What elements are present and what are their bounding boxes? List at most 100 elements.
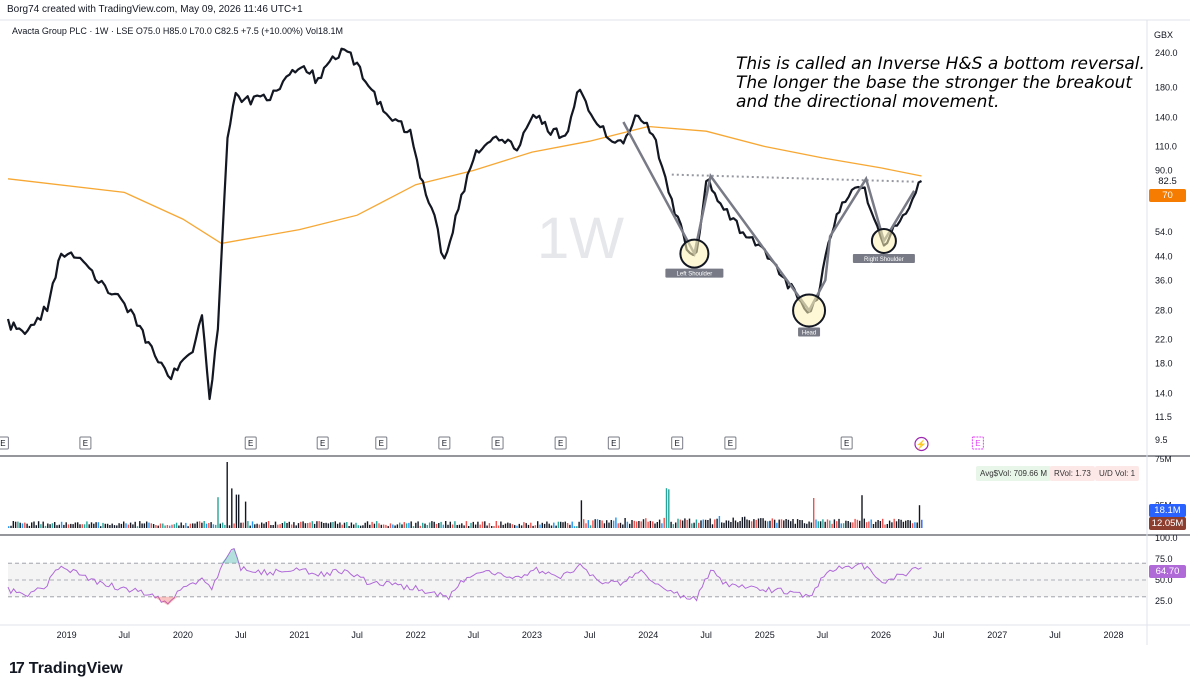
time-tick-label: 2019 [57, 630, 77, 640]
volume-bar [900, 519, 902, 528]
volume-bar [491, 526, 493, 528]
price-axis[interactable]: 240.0 180.0 140.0 110.0 90.0 54.0 44.0 36.0 28.0… [1155, 48, 1178, 445]
volume-average-tag: 12.05M [1149, 517, 1186, 530]
volume-bar [116, 525, 118, 528]
volume-bar [592, 520, 594, 528]
volume-bar [221, 522, 224, 528]
pattern-label: Head [802, 330, 816, 336]
time-tick-label: Jul [817, 630, 829, 640]
volume-bar [224, 524, 226, 528]
volume-bar [668, 489, 670, 528]
currency-label[interactable]: GBX [1154, 30, 1174, 40]
volume-bar [750, 521, 753, 528]
volume-bar [817, 521, 819, 528]
volume-bar [233, 523, 235, 528]
dividend-icon [914, 436, 929, 452]
volume-bar [408, 522, 410, 528]
volume-bar [35, 525, 37, 528]
volume-pane[interactable]: 75M25M [8, 454, 1172, 528]
volume-bar [192, 523, 194, 528]
volume-bar [42, 521, 44, 528]
volume-bar [484, 521, 486, 528]
volume-bar [281, 523, 284, 528]
volume-bar [359, 525, 362, 528]
volume-bar [369, 524, 371, 528]
volume-bar [537, 521, 539, 528]
volume-bar [734, 520, 737, 528]
earnings-icon [607, 436, 620, 450]
volume-bar [470, 522, 472, 528]
volume-bar [564, 521, 566, 528]
time-tick-label: 2023 [522, 630, 542, 640]
volume-bar [77, 522, 79, 528]
rsi-line [7, 548, 922, 605]
volume-bar [895, 521, 898, 528]
volume-bar [300, 521, 302, 528]
volume-bar [371, 521, 373, 528]
volume-bar [886, 524, 888, 528]
volume-bar [316, 521, 318, 528]
earnings-icon [0, 436, 9, 450]
volume-bar [139, 521, 141, 528]
volume-bar [392, 524, 394, 528]
volume-bar [523, 522, 525, 528]
time-tick-label: Jul [235, 630, 247, 640]
volume-bar [865, 522, 868, 528]
price-tick-label: 180.0 [1155, 82, 1178, 92]
volume-bar [67, 524, 70, 528]
volume-bar [249, 525, 251, 528]
volume-bar [435, 523, 438, 528]
volume-bar [364, 522, 366, 528]
time-tick-label: Jul [351, 630, 363, 640]
relative-volume-stat: RVol: 1.73 [1050, 466, 1095, 481]
volume-bar [790, 521, 792, 528]
pattern-label: Left Shoulder [677, 272, 713, 278]
volume-bar [129, 522, 132, 528]
time-axis[interactable]: 2019 Jul 2020 Jul 2021 Jul 2022 Jul 2023 Jul 2024 J… [57, 630, 1124, 640]
volume-bar [330, 522, 332, 528]
chart-credit: Borg74 created with TradingView.com, May… [7, 4, 303, 15]
volume-bar [150, 523, 152, 528]
volume-bar [587, 520, 589, 528]
volume-bar [746, 519, 748, 528]
volume-bar [534, 525, 537, 528]
volume-bar [472, 521, 474, 528]
price-bars[interactable] [6, 47, 923, 401]
volume-bar [824, 521, 826, 528]
volume-bar [806, 523, 808, 528]
volume-bar [737, 522, 739, 528]
inverse-head-shoulders-pattern[interactable]: Left Shoulder Head Right Shoulder [622, 121, 916, 337]
volume-bar [212, 524, 215, 528]
volume-bar [606, 520, 608, 528]
volume-bar [123, 521, 125, 528]
earnings-markers[interactable]: E E E E E E E E E E E E ⚡ E [0, 436, 984, 452]
earnings-icon [438, 436, 451, 450]
tradingview-branding[interactable]: 17 TradingView [9, 660, 123, 678]
volume-bar [332, 522, 334, 528]
earnings-icon [671, 436, 684, 450]
up-down-volume-stat: U/D Vol: 1 [1095, 466, 1140, 481]
earnings-icon [316, 436, 329, 450]
future-earnings-icon-letter: E [975, 439, 980, 448]
symbol-legend[interactable]: Avacta Group PLC · 1W · LSE O75.0 H85.0 … [12, 26, 344, 36]
volume-bar [37, 521, 40, 528]
volume-bar [389, 523, 392, 528]
chart-annotation-text[interactable]: This is called an Inverse H&S a bottom r… [736, 54, 1145, 112]
rsi-tick-label: 100.0 [1155, 533, 1178, 543]
volume-bar [240, 522, 242, 528]
pattern-label-box [798, 327, 821, 337]
volume-bar [272, 525, 274, 528]
volume-bar [454, 521, 456, 528]
rsi-pane[interactable]: 100.0 75.0 50.0 25.0 [7, 533, 1178, 606]
volume-bar [134, 521, 136, 528]
volume-bar [918, 505, 921, 528]
moving-average-line[interactable] [7, 125, 922, 245]
volume-bar [548, 523, 550, 528]
volume-bar [343, 522, 346, 528]
rsi-oversold-fill [153, 596, 178, 606]
volume-bar [716, 518, 718, 528]
price-tick-label: 11.5 [1155, 412, 1172, 422]
volume-bar [601, 520, 603, 528]
volume-bar [286, 523, 288, 528]
